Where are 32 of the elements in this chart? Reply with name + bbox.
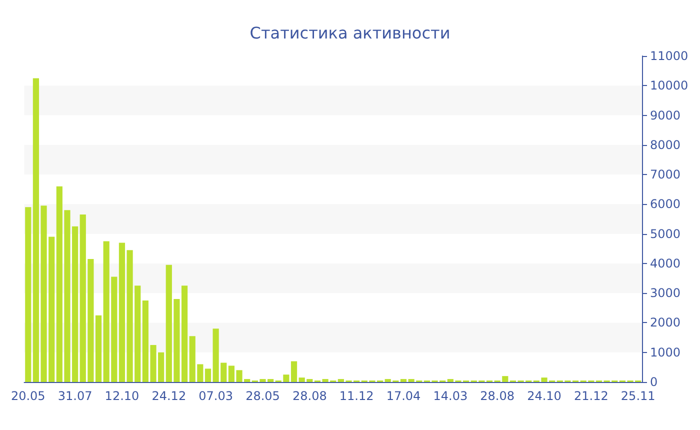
x-tick-label: 11.12 — [339, 389, 374, 403]
x-tick-label: 25.11 — [620, 389, 656, 403]
bar — [25, 207, 32, 382]
x-tick-label: 28.05 — [246, 389, 280, 403]
y-tick-label: 11000 — [650, 49, 688, 63]
chart-title: Статистика активности — [250, 24, 450, 42]
y-tick-label: 7000 — [650, 168, 681, 182]
y-tick-label: 0 — [650, 375, 658, 389]
y-tick-label: 1000 — [650, 345, 681, 360]
bar — [204, 368, 212, 382]
y-tick-label: 4000 — [650, 256, 681, 270]
y-tick-label: 10000 — [650, 78, 688, 93]
y-tick-label: 3000 — [650, 286, 681, 300]
x-tick-label: 17.04 — [386, 389, 421, 403]
x-tick-label: 21.12 — [574, 389, 608, 403]
x-tick-label: 12.10 — [104, 389, 140, 403]
y-tick-label: 5000 — [650, 226, 681, 241]
y-tick-label: 6000 — [650, 197, 681, 212]
bar — [95, 315, 102, 382]
x-tick-label: 14.03 — [433, 389, 468, 403]
x-tick-label: 20.05 — [10, 389, 46, 403]
x-tick-label: 31.07 — [58, 389, 92, 403]
y-tick-label: 2000 — [650, 316, 681, 330]
x-tick-label: 24.10 — [527, 389, 562, 403]
bar — [290, 361, 298, 382]
bar — [400, 379, 407, 382]
y-tick-label: 9000 — [650, 108, 681, 122]
x-tick-label: 28.08 — [480, 389, 515, 403]
x-tick-label: 28.08 — [292, 389, 327, 403]
x-tick-label: 07.03 — [198, 389, 233, 403]
x-tick-label: 24.12 — [152, 389, 186, 403]
y-tick-label: 8000 — [650, 138, 681, 152]
